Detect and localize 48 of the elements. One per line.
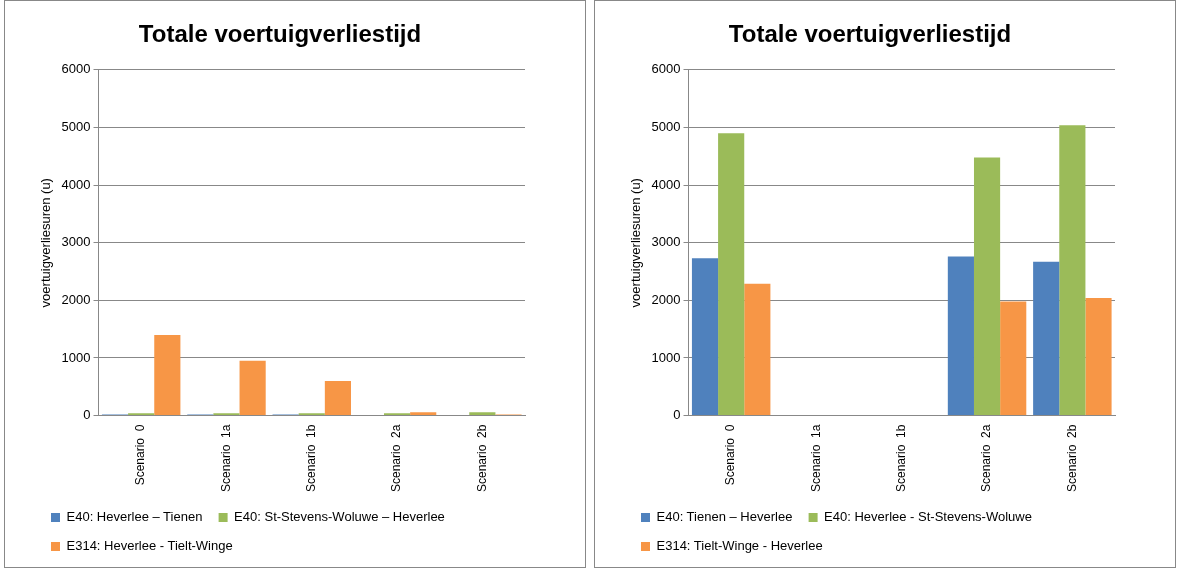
y-tick-label: 6000 (61, 61, 91, 77)
y-tick-label: 2000 (61, 291, 91, 307)
y-tick-label: 0 (673, 407, 681, 423)
y-tick-label: 6000 (651, 61, 681, 77)
y-tick-label: 4000 (651, 176, 681, 192)
legend-label: E314: Tielt-Winge - Heverlee (656, 538, 823, 554)
bar (239, 360, 266, 416)
x-tick-label: Scenario 0 (133, 424, 148, 486)
x-tick-label: Scenario 2b (1064, 424, 1079, 493)
y-tick-label: 3000 (61, 234, 91, 250)
y-tick-label: 1000 (651, 349, 681, 365)
bar (1033, 261, 1060, 416)
bar (691, 258, 719, 416)
y-tick-label: 3000 (651, 234, 681, 250)
bar (154, 334, 181, 416)
bar (947, 256, 974, 416)
x-tick-label: Scenario 0 (723, 424, 738, 486)
x-tick-label: Scenario 2b (474, 424, 489, 493)
y-tick-label: 1000 (61, 349, 91, 365)
y-tick-label: 2000 (651, 291, 681, 307)
y-tick-label: 0 (83, 407, 91, 423)
x-tick-label: Scenario 1a (808, 424, 823, 493)
legend-label: E40: Heverlee - St-Stevens-Woluwe (824, 509, 1032, 525)
bar (469, 412, 496, 416)
legend-label: E40: Tienen – Heverlee (656, 509, 793, 525)
bar (973, 157, 1001, 416)
bar (744, 283, 771, 416)
y-axis-title: voertuigverliesuren (u) (38, 178, 54, 308)
legend-label: E314: Heverlee - Tielt-Winge (66, 538, 233, 554)
x-tick-label: Scenario 2a (979, 424, 994, 493)
legend-label: E40: St-Stevens-Woluwe – Heverlee (234, 509, 445, 525)
bar (718, 133, 745, 416)
chart-title: Totale voertuigverliestijd (728, 20, 1012, 48)
bar (1059, 125, 1086, 416)
x-tick-label: Scenario 1b (894, 424, 909, 493)
bar (324, 381, 351, 416)
chart-title: Totale voertuigverliestijd (138, 20, 422, 48)
x-tick-label: Scenario 1b (304, 424, 319, 493)
x-tick-label: Scenario 2a (389, 424, 404, 493)
y-tick-label: 4000 (61, 176, 91, 192)
bar (410, 412, 437, 416)
legend-label: E40: Heverlee – Tienen (66, 509, 203, 525)
y-tick-label: 5000 (61, 119, 91, 135)
bar (1000, 301, 1027, 416)
bar (1085, 298, 1112, 416)
x-tick-label: Scenario 1a (218, 424, 233, 493)
y-tick-label: 5000 (651, 119, 681, 135)
y-axis-title: voertuigverliesuren (u) (628, 178, 644, 308)
